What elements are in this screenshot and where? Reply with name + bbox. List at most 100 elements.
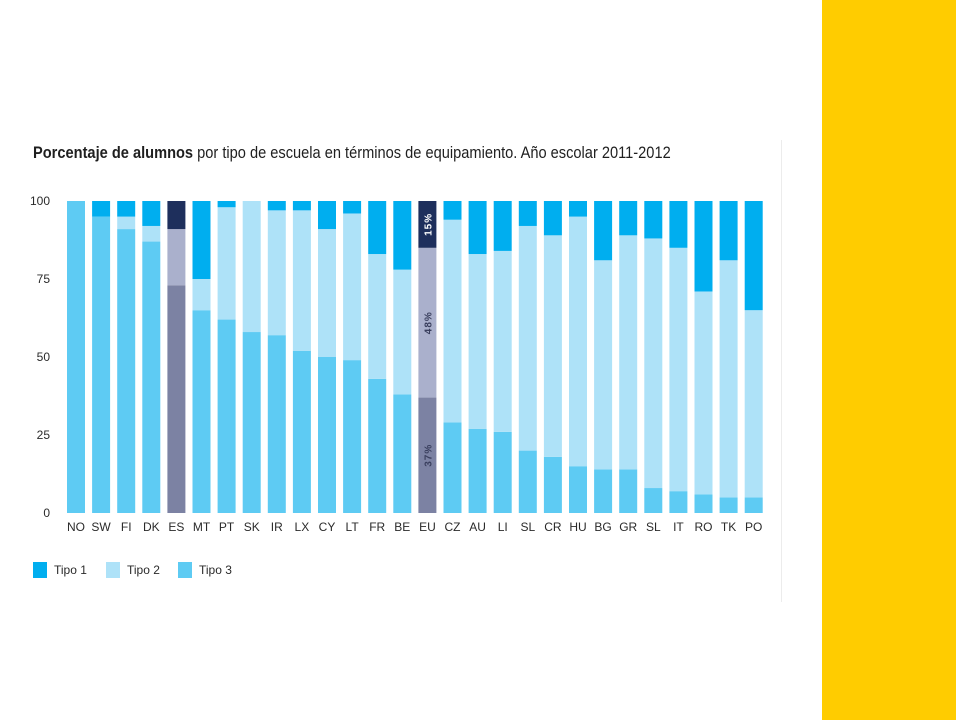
x-tick-label-mt: MT bbox=[193, 520, 211, 534]
x-tick-label-au: AU bbox=[469, 520, 486, 534]
bar-dk-tipo3 bbox=[142, 241, 161, 513]
x-tick-label-it: IT bbox=[673, 520, 684, 534]
x-tick-label-tk: TK bbox=[721, 520, 736, 534]
bar-tk-tipo1 bbox=[719, 201, 738, 261]
bar-no-tipo3 bbox=[67, 201, 85, 513]
legend-swatch-tipo2 bbox=[106, 562, 120, 578]
bar-sl-tipo2 bbox=[644, 238, 663, 489]
x-tick-label-cz: CZ bbox=[445, 520, 461, 534]
bar-sl-tipo3 bbox=[518, 450, 537, 513]
bar-sk-tipo2 bbox=[242, 201, 261, 333]
bar-hu-tipo1 bbox=[569, 201, 587, 217]
bar-dk-tipo1 bbox=[142, 201, 161, 226]
data-label-eu-tipo3: 37% bbox=[423, 444, 434, 467]
bar-ir-tipo3 bbox=[267, 335, 286, 513]
bar-fr-tipo3 bbox=[368, 378, 387, 513]
x-tick-label-fi: FI bbox=[121, 520, 132, 534]
bar-sw-tipo3 bbox=[92, 216, 111, 513]
bar-cy-tipo1 bbox=[318, 201, 336, 230]
x-tick-label-hu: HU bbox=[569, 520, 586, 534]
legend-label-tipo3: Tipo 3 bbox=[199, 563, 232, 577]
bar-lt-tipo3 bbox=[343, 360, 362, 513]
bar-fi-tipo1 bbox=[117, 201, 136, 217]
x-tick-label-sl: SL bbox=[646, 520, 661, 534]
bar-cy-tipo3 bbox=[318, 357, 336, 513]
bar-po-tipo3 bbox=[744, 497, 763, 513]
x-tick-label-sw: SW bbox=[91, 520, 111, 534]
x-tick-label-no: NO bbox=[67, 520, 85, 534]
bar-bg-tipo3 bbox=[594, 469, 613, 513]
bar-bg-tipo1 bbox=[594, 201, 613, 261]
bar-sl-tipo1 bbox=[518, 201, 537, 226]
x-tick-label-pt: PT bbox=[219, 520, 235, 534]
bar-pt-tipo2 bbox=[217, 207, 236, 320]
bar-bg-tipo2 bbox=[594, 260, 613, 470]
bar-ro-tipo1 bbox=[694, 201, 713, 292]
x-tick-label-lx: LX bbox=[295, 520, 310, 534]
x-tick-label-gr: GR bbox=[619, 520, 637, 534]
x-tick-label-po: PO bbox=[745, 520, 762, 534]
data-label-eu-tipo2: 48% bbox=[423, 311, 434, 334]
bar-it-tipo1 bbox=[669, 201, 688, 248]
bar-cy-tipo2 bbox=[318, 229, 336, 357]
x-tick-label-ro: RO bbox=[695, 520, 713, 534]
bar-au-tipo3 bbox=[468, 428, 487, 513]
bar-es-tipo1 bbox=[167, 201, 186, 230]
bar-dk-tipo2 bbox=[142, 225, 161, 242]
data-label-eu-tipo1: 15% bbox=[423, 213, 434, 236]
bar-li-tipo2 bbox=[493, 250, 512, 432]
bar-pt-tipo3 bbox=[217, 319, 236, 513]
x-tick-label-cy: CY bbox=[319, 520, 336, 534]
chart-title-rest: por tipo de escuela en términos de equip… bbox=[193, 143, 671, 162]
bar-cr-tipo3 bbox=[543, 456, 562, 513]
y-tick-label: 75 bbox=[37, 272, 51, 286]
bar-li-tipo1 bbox=[493, 201, 512, 251]
y-tick-label: 50 bbox=[37, 350, 51, 364]
bar-it-tipo2 bbox=[669, 247, 688, 492]
x-tick-label-li: LI bbox=[498, 520, 508, 534]
x-tick-label-sk: SK bbox=[244, 520, 260, 534]
bar-hu-tipo3 bbox=[569, 466, 587, 513]
bar-es-tipo2 bbox=[167, 229, 186, 286]
bar-lx-tipo1 bbox=[292, 201, 311, 211]
bar-gr-tipo3 bbox=[619, 469, 638, 513]
bar-fr-tipo2 bbox=[368, 254, 387, 379]
bar-mt-tipo2 bbox=[192, 279, 211, 311]
bar-ro-tipo2 bbox=[694, 291, 713, 495]
bar-mt-tipo3 bbox=[192, 310, 211, 513]
bar-au-tipo1 bbox=[468, 201, 487, 255]
y-tick-label: 100 bbox=[30, 194, 50, 208]
y-tick-label: 25 bbox=[37, 428, 51, 442]
bar-tk-tipo3 bbox=[719, 497, 738, 513]
bar-eu-tipo3 bbox=[418, 397, 437, 513]
chart-frame-divider bbox=[781, 140, 782, 602]
bar-tk-tipo2 bbox=[719, 260, 738, 498]
bar-it-tipo3 bbox=[669, 491, 688, 513]
bar-li-tipo3 bbox=[493, 431, 512, 513]
x-tick-label-sl: SL bbox=[520, 520, 535, 534]
x-tick-label-fr: FR bbox=[369, 520, 385, 534]
bar-ro-tipo3 bbox=[694, 494, 713, 513]
bar-fr-tipo1 bbox=[368, 201, 387, 255]
bar-cz-tipo3 bbox=[443, 422, 462, 513]
bar-es-tipo3 bbox=[167, 285, 186, 513]
yellow-side-band bbox=[822, 0, 956, 720]
bar-po-tipo2 bbox=[744, 310, 763, 498]
bar-cr-tipo1 bbox=[543, 201, 562, 236]
bar-eu-tipo2 bbox=[418, 247, 437, 398]
y-tick-label: 0 bbox=[43, 506, 50, 520]
legend-label-tipo1: Tipo 1 bbox=[54, 563, 87, 577]
bar-be-tipo1 bbox=[393, 201, 412, 270]
x-tick-label-ir: IR bbox=[271, 520, 283, 534]
bar-eu-tipo1 bbox=[418, 201, 437, 248]
x-tick-label-dk: DK bbox=[143, 520, 160, 534]
legend-swatch-tipo3 bbox=[178, 562, 192, 578]
bar-be-tipo3 bbox=[393, 394, 412, 513]
legend-swatch-tipo1 bbox=[33, 562, 47, 578]
bar-sl-tipo2 bbox=[518, 225, 537, 451]
bar-sl-tipo1 bbox=[644, 201, 663, 239]
bar-be-tipo2 bbox=[393, 269, 412, 395]
x-tick-label-lt: LT bbox=[346, 520, 360, 534]
bar-cz-tipo1 bbox=[443, 201, 462, 220]
